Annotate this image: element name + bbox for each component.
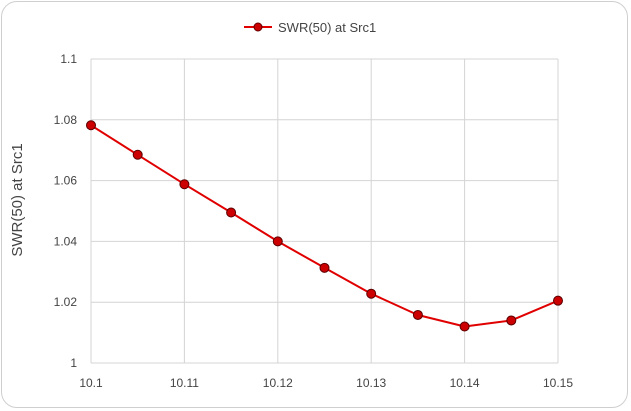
data-point: [226, 207, 237, 218]
data-point: [366, 288, 377, 299]
x-tick-label: 10.1: [79, 376, 103, 390]
data-point: [179, 179, 190, 190]
y-tick-label: 1.04: [54, 234, 78, 248]
data-point: [459, 321, 470, 332]
data-point: [319, 262, 330, 273]
y-axis: 1 1.02 1.04 1.06 1.08 1.1: [54, 52, 78, 370]
plot-area: [86, 120, 563, 332]
legend-marker: [253, 22, 263, 32]
x-tick-label: 10.14: [450, 376, 480, 390]
grid: [90, 58, 559, 364]
y-tick-label: 1.08: [54, 113, 78, 127]
y-tick-label: 1: [70, 356, 77, 370]
legend-label: SWR(50) at Src1: [278, 20, 376, 35]
data-point: [272, 236, 283, 247]
x-tick-label: 10.12: [263, 376, 293, 390]
data-point: [553, 295, 563, 306]
x-tick-label: 10.15: [543, 376, 573, 390]
y-tick-label: 1.06: [54, 174, 78, 188]
x-tick-label: 10.11: [170, 376, 199, 390]
x-axis: 10.1 10.11 10.12 10.13 10.14 10.15: [79, 376, 573, 390]
data-point: [412, 309, 423, 320]
x-tick-label: 10.13: [356, 376, 386, 390]
y-tick-label: 1.02: [54, 295, 78, 309]
series-line: [90, 124, 559, 328]
data-point: [86, 120, 96, 131]
y-tick-label: 1.1: [60, 52, 77, 66]
data-point: [132, 149, 143, 160]
data-point: [506, 315, 517, 326]
y-axis-title: SWR(50) at Src1: [9, 143, 26, 256]
legend[interactable]: SWR(50) at Src1: [244, 20, 376, 35]
